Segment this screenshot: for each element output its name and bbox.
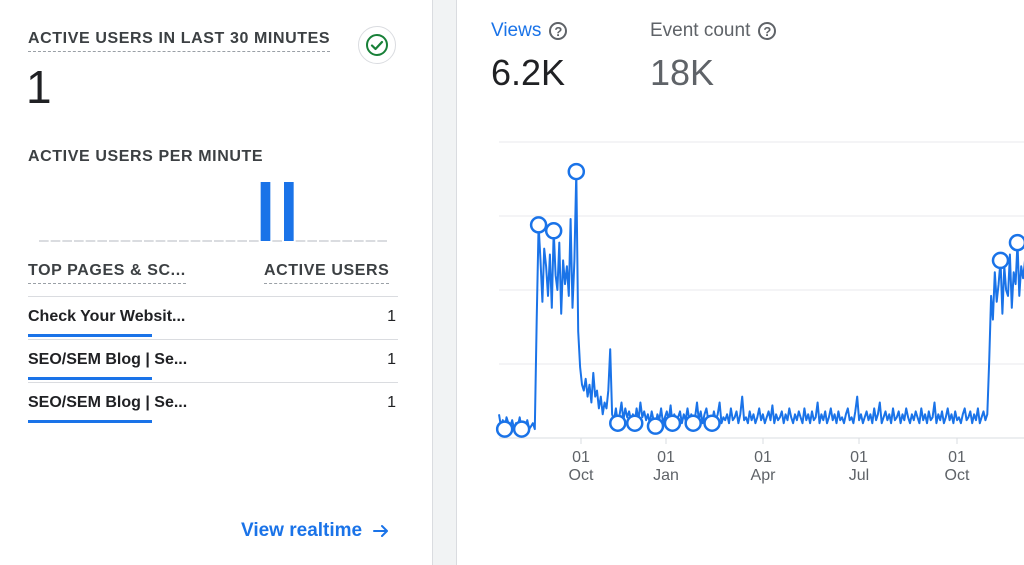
event-count-metric-tab[interactable]: Event count ? [650,20,777,42]
anomaly-marker[interactable] [625,414,644,432]
top-pages-column-header[interactable]: TOP PAGES & SC... [28,262,186,284]
arrow-right-icon [373,525,389,537]
top-pages-table: Check Your Websit... 1 SEO/SEM Blog | Se… [28,296,398,425]
page-active-users: 1 [387,308,396,325]
page-name: SEO/SEM Blog | Se... [28,351,188,368]
x-tick-month: Oct [569,467,594,484]
anomaly-marker[interactable] [567,162,586,181]
per-minute-title: ACTIVE USERS PER MINUTE [28,148,264,165]
anomaly-marker[interactable] [684,414,702,432]
anomaly-marker[interactable] [529,216,548,234]
event-count-label: Event count [650,20,751,41]
views-series-line[interactable] [498,170,1024,431]
page-share-bar [28,334,152,337]
realtime-title[interactable]: ACTIVE USERS IN LAST 30 MINUTES [28,30,331,52]
help-icon[interactable]: ? [549,22,568,40]
page-share-bar [28,420,152,423]
page-share-bar [28,377,152,380]
x-tick-month: Jul [849,467,869,484]
active-users-column-header[interactable]: ACTIVE USERS [264,262,390,284]
anomaly-marker[interactable] [609,414,627,432]
help-icon[interactable]: ? [758,22,777,40]
x-tick-day: 01 [754,449,772,466]
anomaly-marker[interactable] [991,251,1010,270]
anomaly-marker[interactable] [512,420,531,438]
page-name: Check Your Websit... [28,308,186,325]
per-minute-bar[interactable] [284,182,294,241]
page-active-users: 1 [387,351,396,368]
anomaly-marker[interactable] [495,420,514,438]
x-tick-month: Jan [653,467,679,484]
x-tick-month: Oct [945,467,970,484]
anomaly-marker[interactable] [544,222,563,240]
page-name: SEO/SEM Blog | Se... [28,394,188,411]
anomaly-marker[interactable] [1008,233,1024,252]
x-tick-month: Apr [751,467,777,484]
anomaly-marker[interactable] [646,417,665,435]
table-row[interactable]: SEO/SEM Blog | Se... 1 [28,339,398,382]
realtime-card: ACTIVE USERS IN LAST 30 MINUTES 1 ACTIVE… [0,0,433,565]
table-row[interactable]: Check Your Websit... 1 [28,296,398,339]
table-row[interactable]: SEO/SEM Blog | Se... 1 [28,382,398,425]
x-tick-day: 01 [948,449,966,466]
per-minute-bar-chart [39,182,387,242]
x-tick-day: 01 [657,449,675,466]
per-minute-bar[interactable] [260,182,271,241]
views-value: 6.2K [491,52,566,93]
x-tick-day: 01 [572,449,590,466]
anomaly-marker[interactable] [663,414,682,432]
view-realtime-link[interactable]: View realtime [241,520,390,542]
views-label: Views [491,20,542,41]
x-tick-day: 01 [850,449,868,466]
active-users-value: 1 [26,61,52,113]
views-chart-card: Views ? 6.2K Event count ? 18K 01 Oct 01 Ja… [456,0,1024,565]
views-metric-tab[interactable]: Views ? [491,20,568,42]
event-count-value: 18K [650,52,715,93]
view-realtime-label: View realtime [241,520,363,541]
anomaly-marker[interactable] [703,414,721,432]
page-active-users: 1 [387,394,396,411]
check-circle-icon [358,26,396,64]
